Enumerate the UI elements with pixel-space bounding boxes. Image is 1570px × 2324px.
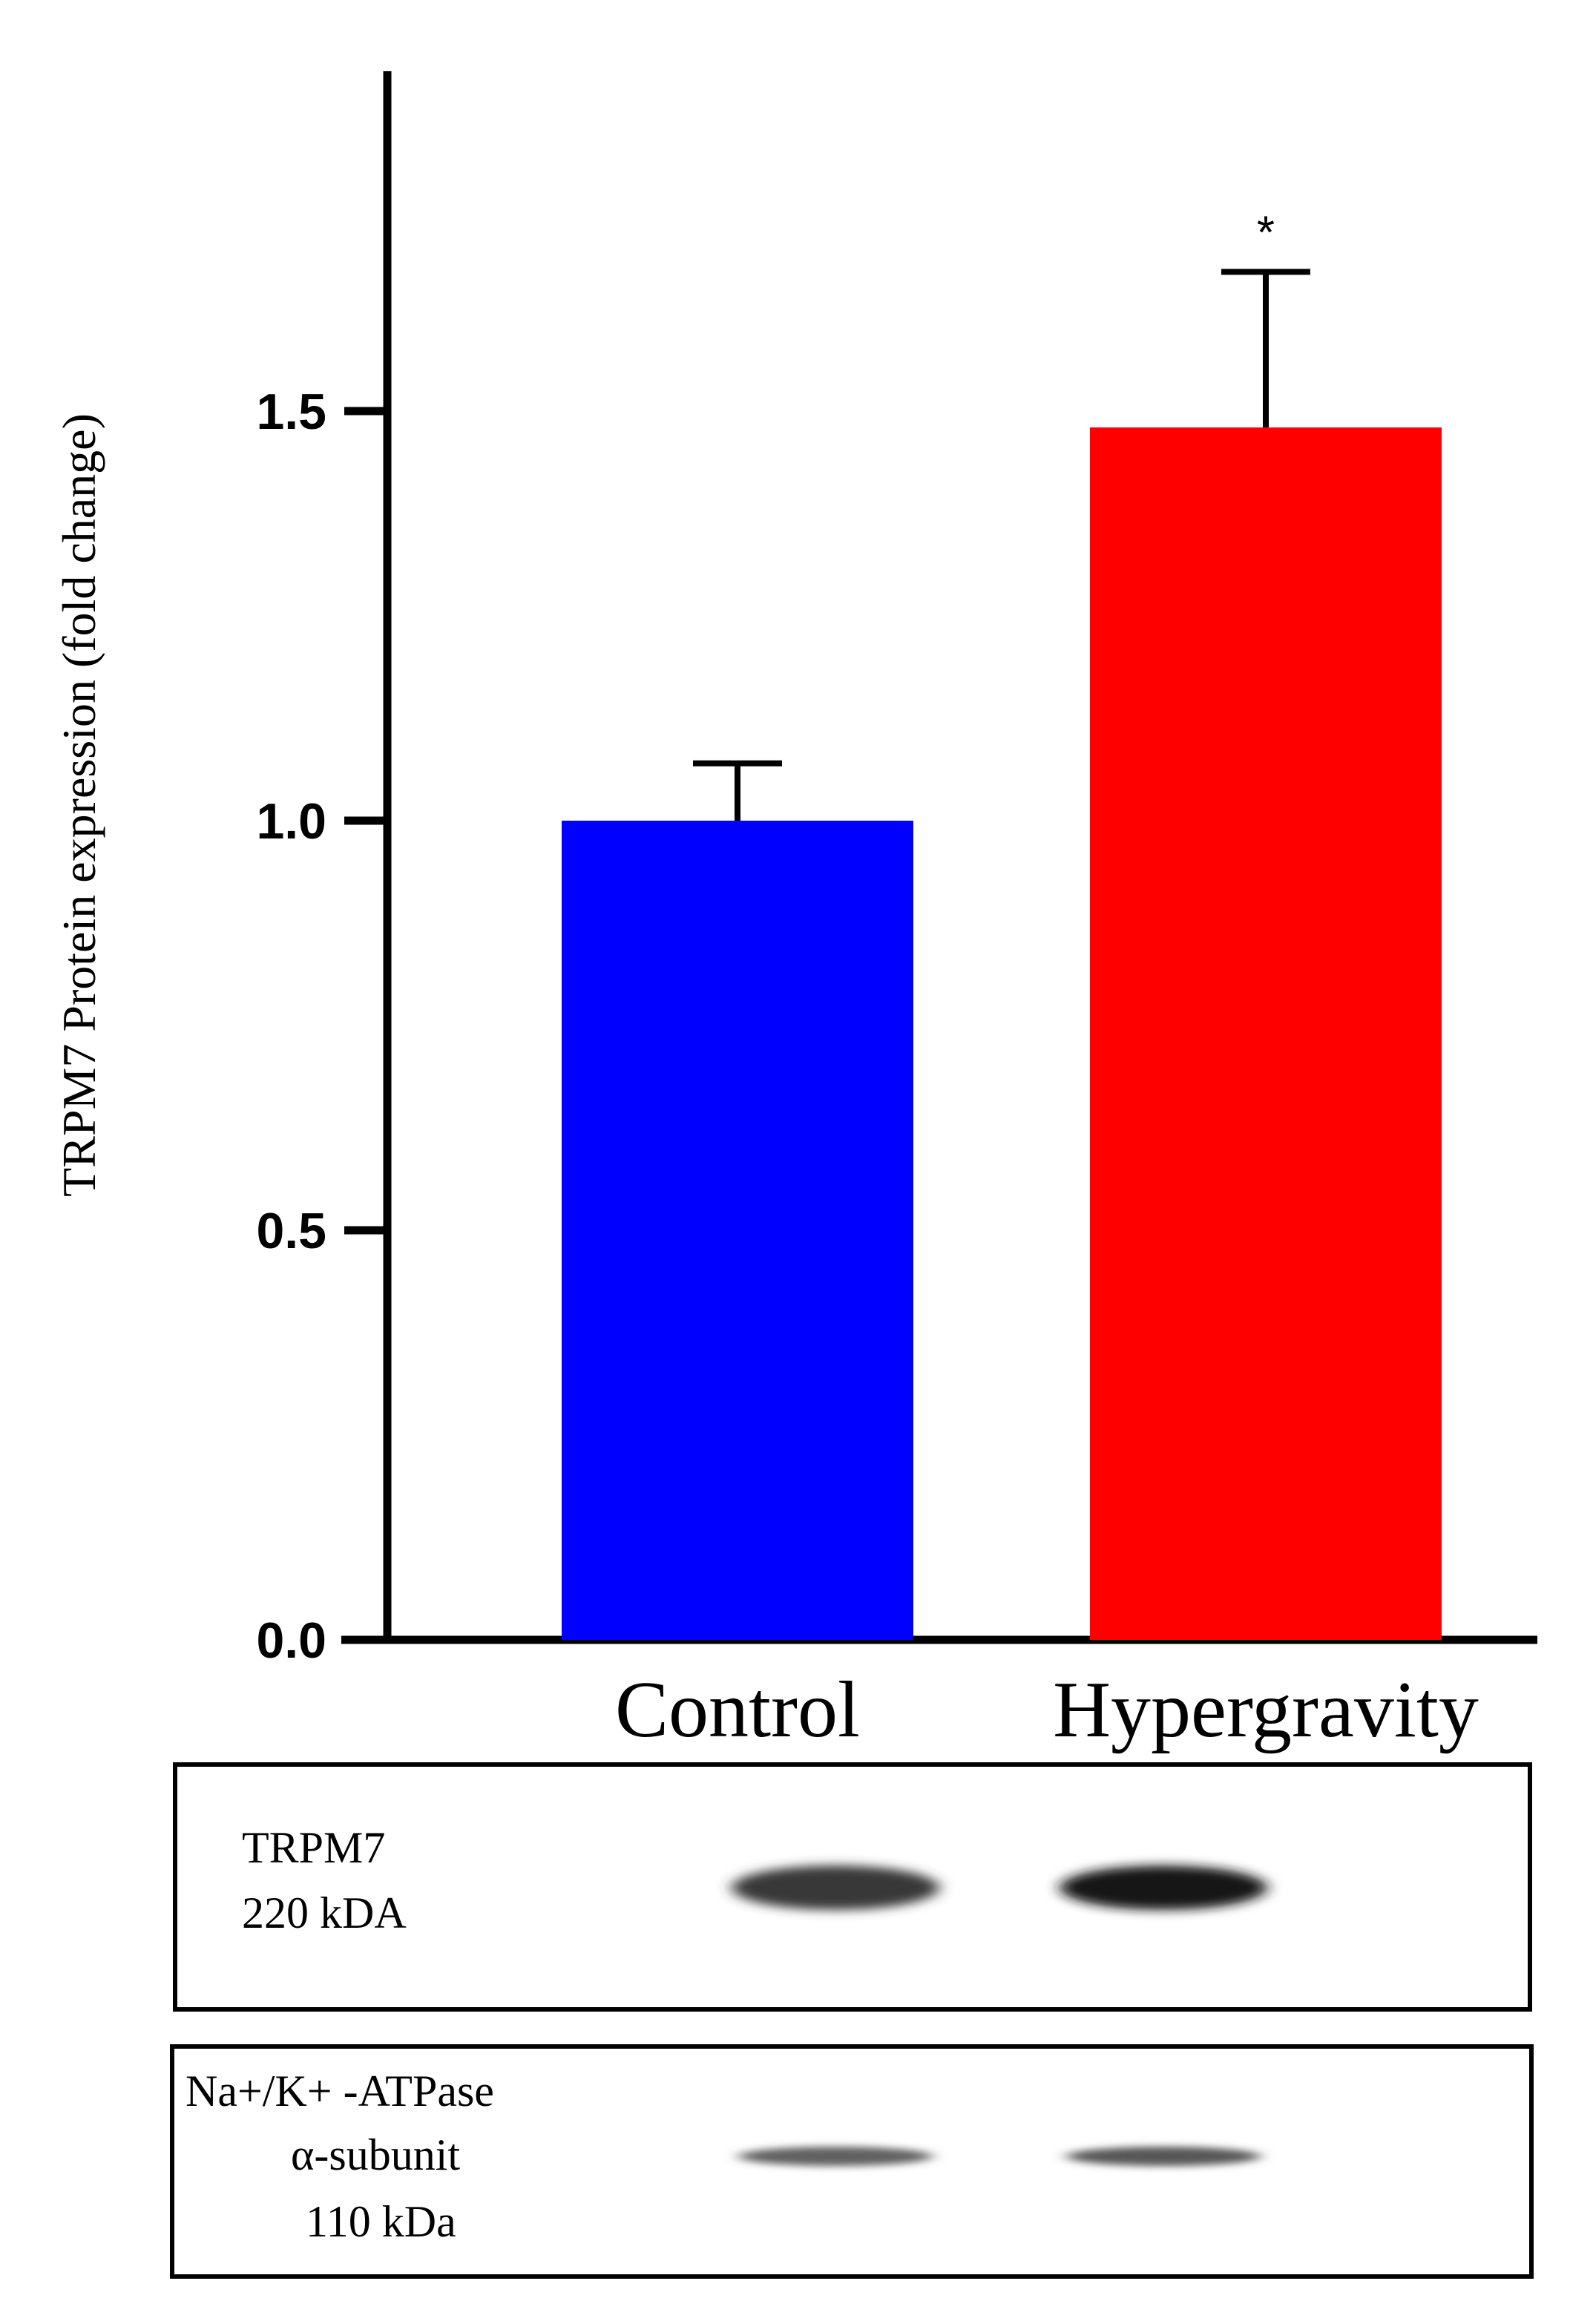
blot-band-control xyxy=(738,2147,933,2166)
y-tick-label: 1.0 xyxy=(256,793,326,850)
blot-band-control xyxy=(732,1865,939,1910)
category-labels: Control Hypergravity xyxy=(615,1666,1479,1754)
bar-hypergravity xyxy=(1090,427,1442,1640)
y-axis-ticks: 0.0 0.5 1.0 1.5 xyxy=(256,384,387,1669)
bar-control xyxy=(562,821,913,1640)
y-tick-label: 0.5 xyxy=(256,1203,326,1259)
blot-bands-atpase xyxy=(738,2147,1261,2166)
blot-label-line: α-subunit xyxy=(291,2130,460,2179)
category-label-hypergravity: Hypergravity xyxy=(1053,1666,1479,1754)
y-axis-label: TRPM7 Protein expression (fold change) xyxy=(53,413,105,1197)
significance-marker-hypergravity: * xyxy=(1257,207,1275,258)
blot-bands-trpm7 xyxy=(732,1865,1267,1910)
blot-panel-trpm7: TRPM7 220 kDA xyxy=(173,1762,1532,2012)
category-label-control: Control xyxy=(615,1666,860,1754)
western-blots: TRPM7 220 kDA Na+/K+ -ATPase α-subunit 1… xyxy=(170,1762,1534,2279)
blot-label-line: 220 kDA xyxy=(242,1888,407,1937)
bar-chart: TRPM7 Protein expression (fold change) 0… xyxy=(53,71,1537,1754)
blot-panel-atpase: Na+/K+ -ATPase α-subunit 110 kDa xyxy=(170,2044,1534,2279)
y-tick-label: 0.0 xyxy=(256,1612,326,1669)
blot-band-hypergravity xyxy=(1066,2147,1261,2166)
error-bars xyxy=(693,269,1310,821)
significance-markers: * xyxy=(1257,207,1275,258)
blot-label-line: TRPM7 xyxy=(242,1823,385,1872)
blot-label-line: Na+/K+ -ATPase xyxy=(185,2067,494,2115)
blot-label-line: 110 kDa xyxy=(306,2197,456,2246)
blot-band-hypergravity xyxy=(1060,1865,1267,1910)
y-tick-label: 1.5 xyxy=(256,384,326,440)
bars xyxy=(562,427,1442,1640)
